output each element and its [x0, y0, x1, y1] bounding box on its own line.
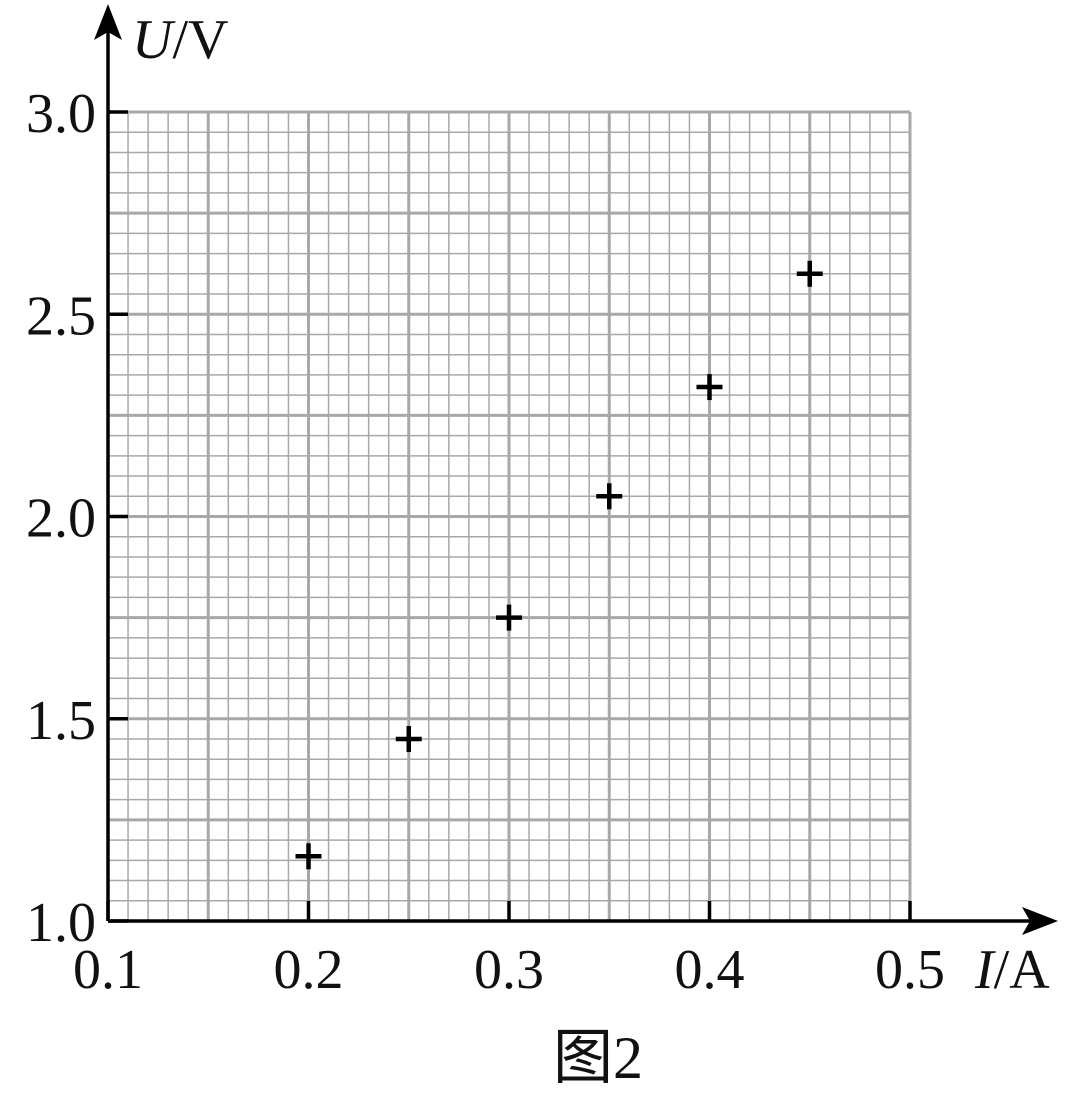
data-point — [596, 483, 623, 510]
y-tick-label: 3.0 — [26, 83, 96, 145]
y-axis-arrow-icon — [94, 4, 122, 40]
x-tick-label: 0.2 — [274, 939, 344, 1001]
data-point — [295, 843, 322, 870]
data-point — [696, 374, 723, 401]
y-axis-label: U/V — [132, 9, 228, 71]
x-axis-label: I/A — [974, 939, 1050, 1001]
y-tick-label: 2.5 — [26, 285, 96, 347]
figure-caption: 图2 — [553, 1025, 643, 1091]
x-tick-label: 0.5 — [875, 939, 945, 1001]
y-tick-label: 1.5 — [26, 690, 96, 752]
data-point — [496, 604, 522, 631]
data-points — [295, 260, 823, 870]
x-tick-label: 0.3 — [474, 939, 544, 1001]
tick-labels: 1.0 1.5 2.0 2.5 3.0 0.1 0.2 0.3 0.4 0.5 — [26, 83, 945, 1001]
data-point — [395, 725, 422, 752]
y-tick-label: 2.0 — [26, 488, 96, 550]
y-tick-label: 1.0 — [26, 892, 96, 954]
data-point — [796, 260, 823, 287]
x-tick-label: 0.4 — [675, 939, 745, 1001]
axes — [94, 4, 1058, 935]
x-axis-arrow-icon — [1022, 907, 1058, 935]
x-tick-label: 0.1 — [73, 939, 143, 1001]
